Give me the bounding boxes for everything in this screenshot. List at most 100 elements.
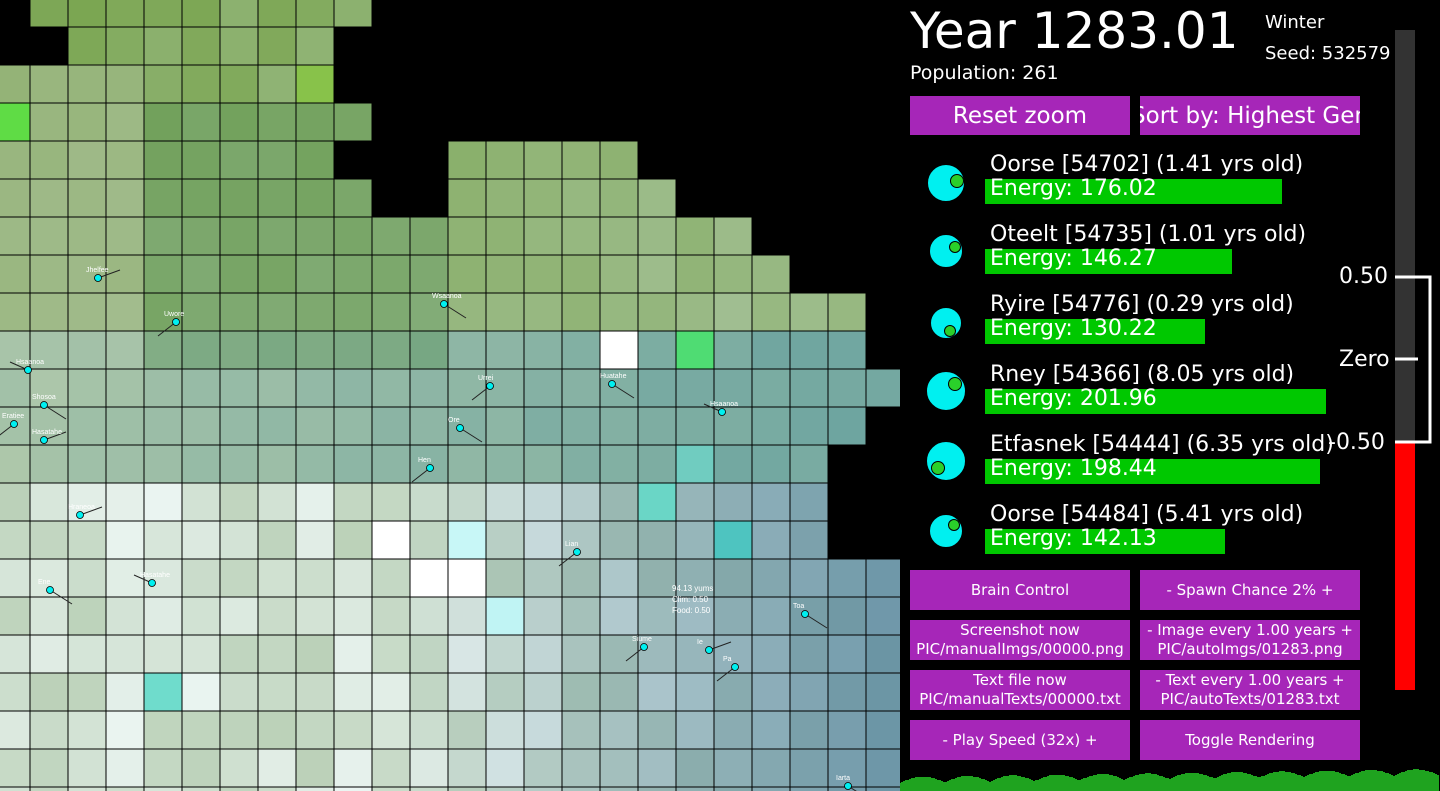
map-tile[interactable] — [143, 368, 183, 408]
map-tile[interactable] — [67, 254, 107, 294]
map-tile[interactable] — [561, 482, 601, 522]
map-tile[interactable] — [295, 786, 335, 791]
map-tile[interactable] — [371, 216, 411, 256]
map-tile[interactable] — [371, 558, 411, 598]
map-tile[interactable] — [333, 444, 373, 484]
map-tile[interactable] — [143, 216, 183, 256]
map-tile[interactable] — [637, 216, 677, 256]
map-tile[interactable] — [599, 482, 639, 522]
map-tile[interactable] — [599, 596, 639, 636]
map-tile[interactable] — [333, 102, 373, 142]
map-tile[interactable] — [637, 558, 677, 598]
map-tile[interactable] — [67, 482, 107, 522]
map-tile[interactable] — [599, 330, 639, 370]
map-tile[interactable] — [181, 748, 221, 788]
map-tile[interactable] — [675, 482, 715, 522]
map-tile[interactable] — [67, 634, 107, 674]
map-tile[interactable] — [143, 786, 183, 791]
map-tile[interactable] — [29, 748, 69, 788]
map-tile[interactable] — [523, 254, 563, 294]
map-tile[interactable] — [637, 748, 677, 788]
map-creature[interactable] — [76, 511, 84, 519]
map-tile[interactable] — [675, 786, 715, 791]
map-tile[interactable] — [0, 254, 31, 294]
map-tile[interactable] — [447, 672, 487, 712]
map-tile[interactable] — [409, 254, 449, 294]
map-tile[interactable] — [751, 520, 791, 560]
map-tile[interactable] — [219, 406, 259, 446]
map-creature[interactable] — [148, 579, 156, 587]
map-tile[interactable] — [29, 178, 69, 218]
map-tile[interactable] — [105, 216, 145, 256]
map-tile[interactable] — [0, 140, 31, 180]
map-tile[interactable] — [485, 558, 525, 598]
map-tile[interactable] — [751, 786, 791, 791]
map-tile[interactable] — [143, 406, 183, 446]
map-tile[interactable] — [257, 292, 297, 332]
map-tile[interactable] — [599, 710, 639, 750]
map-creature[interactable] — [573, 548, 581, 556]
map-tile[interactable] — [219, 254, 259, 294]
map-tile[interactable] — [371, 748, 411, 788]
map-tile[interactable] — [713, 520, 753, 560]
map-tile[interactable] — [865, 710, 900, 750]
map-tile[interactable] — [561, 520, 601, 560]
map-tile[interactable] — [181, 216, 221, 256]
map-tile[interactable] — [219, 140, 259, 180]
map-tile[interactable] — [219, 64, 259, 104]
map-tile[interactable] — [257, 406, 297, 446]
map-tile[interactable] — [333, 558, 373, 598]
map-tile[interactable] — [827, 596, 867, 636]
map-tile[interactable] — [789, 520, 829, 560]
map-tile[interactable] — [637, 254, 677, 294]
map-tile[interactable] — [333, 748, 373, 788]
map-tile[interactable] — [447, 482, 487, 522]
map-tile[interactable] — [751, 444, 791, 484]
map-tile[interactable] — [181, 672, 221, 712]
map-tile[interactable] — [561, 178, 601, 218]
map-tile[interactable] — [219, 596, 259, 636]
map-tile[interactable] — [447, 292, 487, 332]
map-tile[interactable] — [789, 444, 829, 484]
map-tile[interactable] — [789, 482, 829, 522]
map-tile[interactable] — [333, 482, 373, 522]
map-tile[interactable] — [409, 710, 449, 750]
map-tile[interactable] — [105, 786, 145, 791]
map-tile[interactable] — [485, 330, 525, 370]
map-tile[interactable] — [675, 368, 715, 408]
map-tile[interactable] — [751, 292, 791, 332]
map-tile[interactable] — [751, 558, 791, 598]
map-tile[interactable] — [561, 786, 601, 791]
map-tile[interactable] — [561, 444, 601, 484]
map-tile[interactable] — [0, 748, 31, 788]
map-tile[interactable] — [523, 292, 563, 332]
map-tile[interactable] — [751, 596, 791, 636]
map-tile[interactable] — [675, 444, 715, 484]
map-tile[interactable] — [485, 520, 525, 560]
world-map[interactable]: Jhelfee Uwore Wsaanoa Hsaanoa Shosoa Eratiee H… — [0, 0, 900, 791]
map-tile[interactable] — [675, 710, 715, 750]
map-tile[interactable] — [295, 254, 335, 294]
map-tile[interactable] — [67, 596, 107, 636]
map-tile[interactable] — [181, 710, 221, 750]
map-tile[interactable] — [295, 444, 335, 484]
map-tile[interactable] — [333, 292, 373, 332]
map-creature[interactable] — [40, 401, 48, 409]
map-tile[interactable] — [181, 406, 221, 446]
map-tile[interactable] — [0, 292, 31, 332]
map-tile[interactable] — [67, 330, 107, 370]
map-tile[interactable] — [0, 520, 31, 560]
map-tile[interactable] — [257, 0, 297, 28]
map-tile[interactable] — [143, 254, 183, 294]
map-tile[interactable] — [257, 254, 297, 294]
map-tile[interactable] — [675, 292, 715, 332]
map-tile[interactable] — [447, 520, 487, 560]
map-tile[interactable] — [0, 444, 31, 484]
map-tile[interactable] — [333, 672, 373, 712]
map-tile[interactable] — [219, 634, 259, 674]
map-tile[interactable] — [181, 482, 221, 522]
map-tile[interactable] — [561, 330, 601, 370]
map-tile[interactable] — [333, 330, 373, 370]
map-tile[interactable] — [105, 596, 145, 636]
map-tile[interactable] — [599, 634, 639, 674]
